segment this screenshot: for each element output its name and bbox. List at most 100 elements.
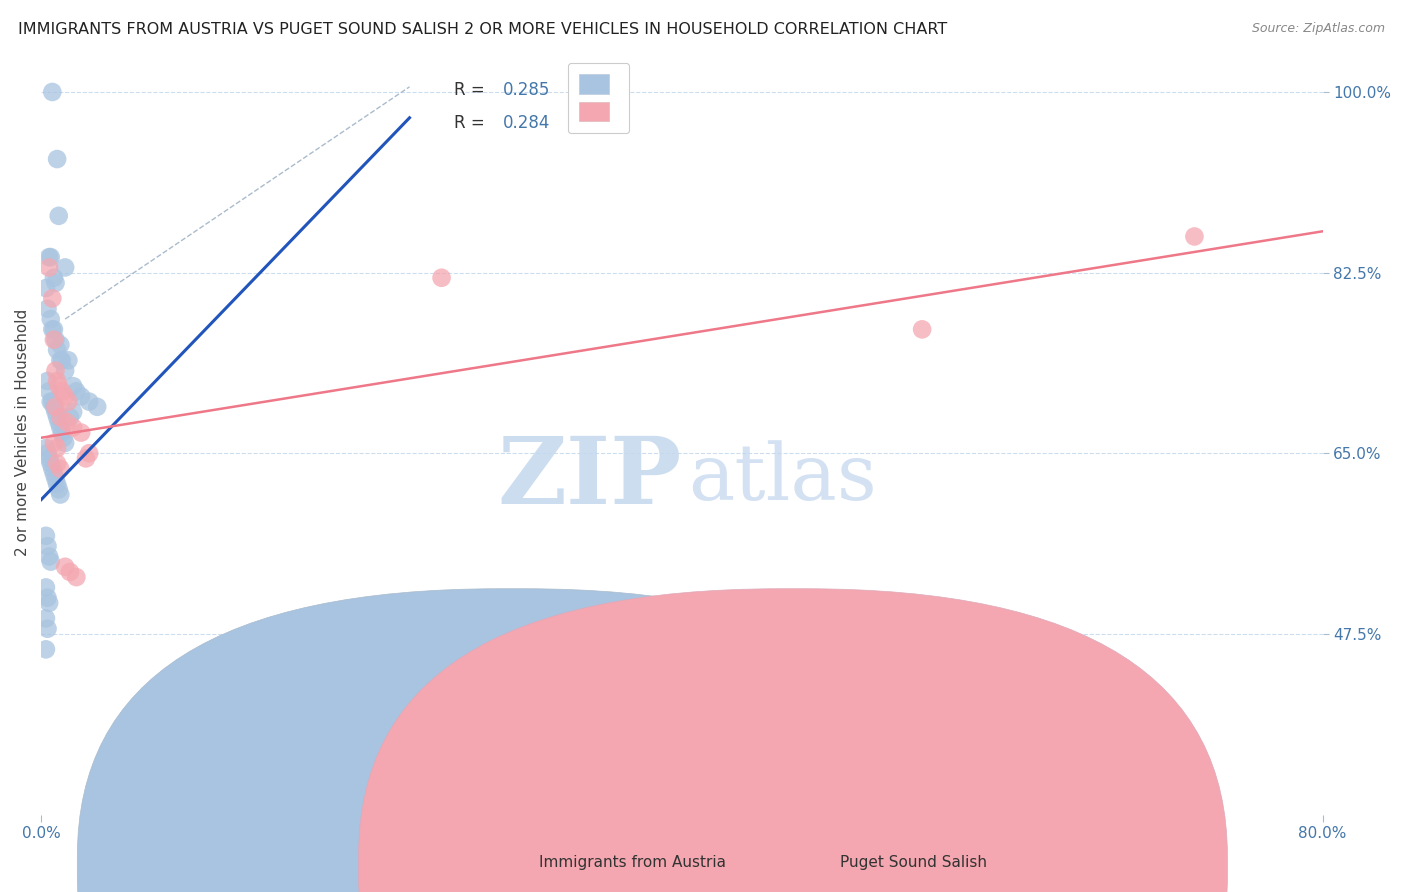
Point <box>51 425 73 440</box>
Point <box>46 374 69 388</box>
Point <box>39 457 62 471</box>
Text: 59: 59 <box>605 81 626 99</box>
Point <box>38 451 60 466</box>
Point <box>44 333 66 347</box>
Point <box>37 539 59 553</box>
Point <box>42 333 65 347</box>
Point <box>41 322 63 336</box>
Point <box>49 338 72 352</box>
Text: atlas: atlas <box>689 441 877 516</box>
Point <box>35 441 58 455</box>
Point <box>48 483 70 497</box>
Point <box>70 425 93 440</box>
Point <box>46 441 69 455</box>
Point <box>42 436 65 450</box>
Point <box>44 400 66 414</box>
Point <box>48 415 70 429</box>
Point <box>38 596 60 610</box>
Point <box>49 487 72 501</box>
Point <box>1184 229 1206 244</box>
Point <box>44 472 66 486</box>
Point <box>53 436 76 450</box>
Point <box>42 400 65 414</box>
Point <box>77 446 100 460</box>
Legend: , : , <box>568 62 630 133</box>
Text: 0.284: 0.284 <box>502 114 550 132</box>
Point <box>86 400 108 414</box>
Point <box>58 394 80 409</box>
Text: IMMIGRANTS FROM AUSTRIA VS PUGET SOUND SALISH 2 OR MORE VEHICLES IN HOUSEHOLD CO: IMMIGRANTS FROM AUSTRIA VS PUGET SOUND S… <box>18 22 948 37</box>
Point <box>41 85 63 99</box>
Point <box>35 581 58 595</box>
Point <box>39 394 62 409</box>
Point <box>38 549 60 564</box>
Point <box>77 394 100 409</box>
Point <box>911 322 934 336</box>
Point <box>42 322 65 336</box>
Point <box>39 555 62 569</box>
Point <box>53 260 76 275</box>
Text: R =: R = <box>454 114 489 132</box>
Point <box>46 152 69 166</box>
Point <box>62 405 84 419</box>
Point <box>49 410 72 425</box>
Point <box>35 529 58 543</box>
Text: ZIP: ZIP <box>498 434 682 524</box>
Point <box>44 405 66 419</box>
Point <box>62 379 84 393</box>
Point <box>41 394 63 409</box>
Point <box>52 431 75 445</box>
Point <box>58 353 80 368</box>
Text: N =: N = <box>558 81 606 99</box>
Point <box>70 389 93 403</box>
Text: Puget Sound Salish: Puget Sound Salish <box>841 855 987 870</box>
Point <box>35 611 58 625</box>
Point <box>37 622 59 636</box>
Point <box>46 343 69 357</box>
Point <box>37 374 59 388</box>
Y-axis label: 2 or more Vehicles in Household: 2 or more Vehicles in Household <box>15 309 30 557</box>
Point <box>48 209 70 223</box>
Point <box>44 364 66 378</box>
Text: 26: 26 <box>605 114 626 132</box>
Point <box>37 301 59 316</box>
Point <box>53 559 76 574</box>
Text: R =: R = <box>454 81 489 99</box>
Point <box>37 446 59 460</box>
Point <box>46 477 69 491</box>
Point <box>51 353 73 368</box>
Point <box>42 270 65 285</box>
Point <box>38 384 60 399</box>
Point <box>53 364 76 378</box>
Point <box>44 276 66 290</box>
Point <box>38 260 60 275</box>
Point <box>53 389 76 403</box>
Point <box>65 570 87 584</box>
Point <box>59 410 82 425</box>
Point <box>41 292 63 306</box>
Point <box>75 451 97 466</box>
Point <box>35 642 58 657</box>
Point <box>41 461 63 475</box>
Point <box>49 461 72 475</box>
Point <box>42 467 65 481</box>
Point <box>46 410 69 425</box>
Point <box>48 379 70 393</box>
Point <box>51 384 73 399</box>
Point <box>37 591 59 605</box>
Text: N =: N = <box>558 114 606 132</box>
Point <box>59 565 82 579</box>
Point <box>65 384 87 399</box>
Point <box>62 420 84 434</box>
Point <box>55 415 77 429</box>
Point <box>35 281 58 295</box>
Point <box>49 353 72 368</box>
Point <box>430 270 453 285</box>
Point <box>39 312 62 326</box>
Text: 0.285: 0.285 <box>502 81 550 99</box>
Point <box>46 457 69 471</box>
Text: Immigrants from Austria: Immigrants from Austria <box>538 855 727 870</box>
Point <box>39 250 62 264</box>
Point <box>49 420 72 434</box>
Text: Source: ZipAtlas.com: Source: ZipAtlas.com <box>1251 22 1385 36</box>
